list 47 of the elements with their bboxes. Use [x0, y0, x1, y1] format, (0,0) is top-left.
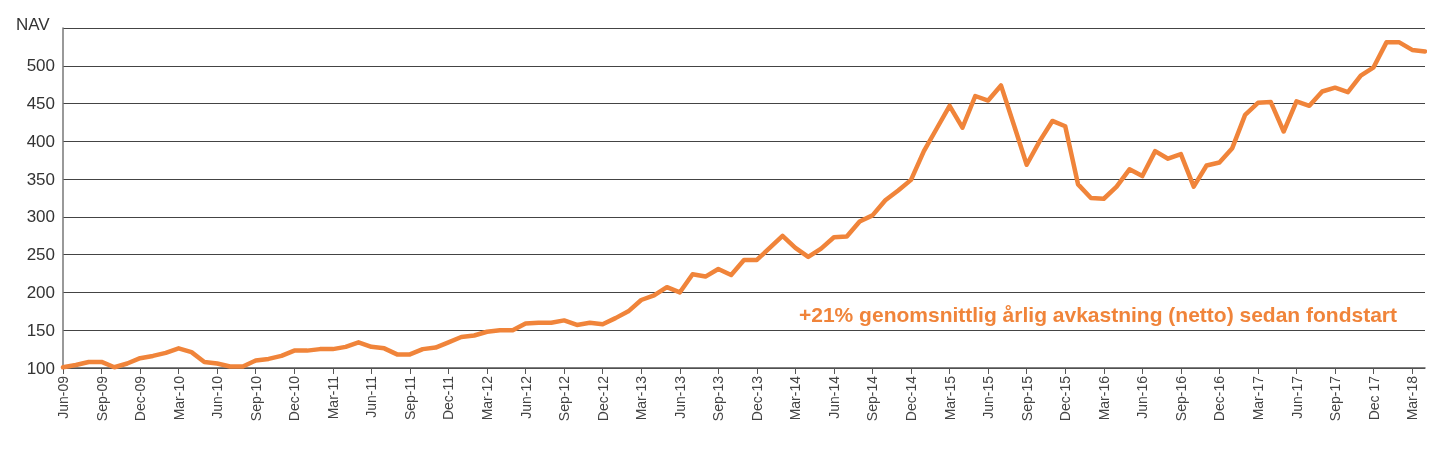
- x-tick-label: Jun-15: [980, 375, 997, 419]
- x-tick-label: Mar-17: [1249, 375, 1266, 421]
- y-tick-label: 300: [26, 207, 55, 227]
- x-tick-label: Dec-15: [1057, 375, 1074, 422]
- y-tick-label: 150: [26, 320, 55, 340]
- x-tick-label: Mar-12: [479, 375, 496, 421]
- x-tick-label: Dec-13: [748, 375, 765, 422]
- x-tick-label: Mar-15: [941, 375, 958, 421]
- x-tick-label: Jun-11: [363, 375, 380, 418]
- x-tick-label: Sep-09: [93, 375, 110, 422]
- x-tick-label: Dec-14: [903, 375, 920, 422]
- x-tick-label: Mar-13: [633, 375, 650, 421]
- x-tick-label: Sep-10: [247, 375, 264, 422]
- y-tick-label: 450: [26, 94, 55, 114]
- annotation: +21% genomsnittlig årlig avkastning (netto) sedan fondstart: [798, 303, 1398, 326]
- x-tick-label: Dec-16: [1211, 375, 1228, 422]
- y-tick-label: 100: [26, 358, 55, 378]
- x-tick-label: Jun-12: [517, 375, 534, 419]
- x-tick-label: Dec-09: [132, 375, 149, 422]
- y-axis-title: NAV: [16, 15, 51, 34]
- x-tick-label: Sep-15: [1018, 375, 1035, 422]
- x-tick-label: Mar-10: [170, 375, 187, 421]
- x-tick-label: Mar-11: [324, 375, 341, 420]
- y-tick-label: 500: [26, 56, 55, 76]
- x-tick-label: Sep-12: [556, 375, 573, 422]
- x-tick-label: Dec-11: [440, 375, 457, 421]
- x-tick-label: Jun-16: [1134, 375, 1151, 419]
- x-tick-label: Jun-14: [825, 375, 842, 419]
- x-tick-label: Dec-10: [286, 375, 303, 422]
- x-tick-label: Sep-11: [401, 375, 418, 421]
- x-tick-label: Mar-16: [1095, 375, 1112, 421]
- x-tick-label: Dec-12: [594, 375, 611, 422]
- x-tick-label: Jun-17: [1288, 375, 1305, 419]
- x-tick-label: Jun-09: [55, 375, 71, 419]
- y-tick-label: 400: [26, 131, 55, 151]
- x-tick-label: Sep-16: [1172, 375, 1189, 422]
- x-tick-label: Sep-14: [864, 375, 881, 422]
- x-tick-label: Mar-18: [1404, 375, 1421, 421]
- y-tick-label: 250: [26, 245, 55, 265]
- x-tick-label: Jun-10: [209, 375, 226, 419]
- x-tick-label: Jun-13: [671, 375, 688, 419]
- y-tick-label: 350: [26, 169, 55, 189]
- y-tick-label: 200: [26, 282, 55, 302]
- x-tick-label: Mar-14: [787, 375, 804, 421]
- x-tick-label: Dec 17: [1365, 375, 1382, 421]
- x-tick-label: Sep-17: [1327, 375, 1344, 422]
- x-tick-label: Sep-13: [710, 375, 727, 422]
